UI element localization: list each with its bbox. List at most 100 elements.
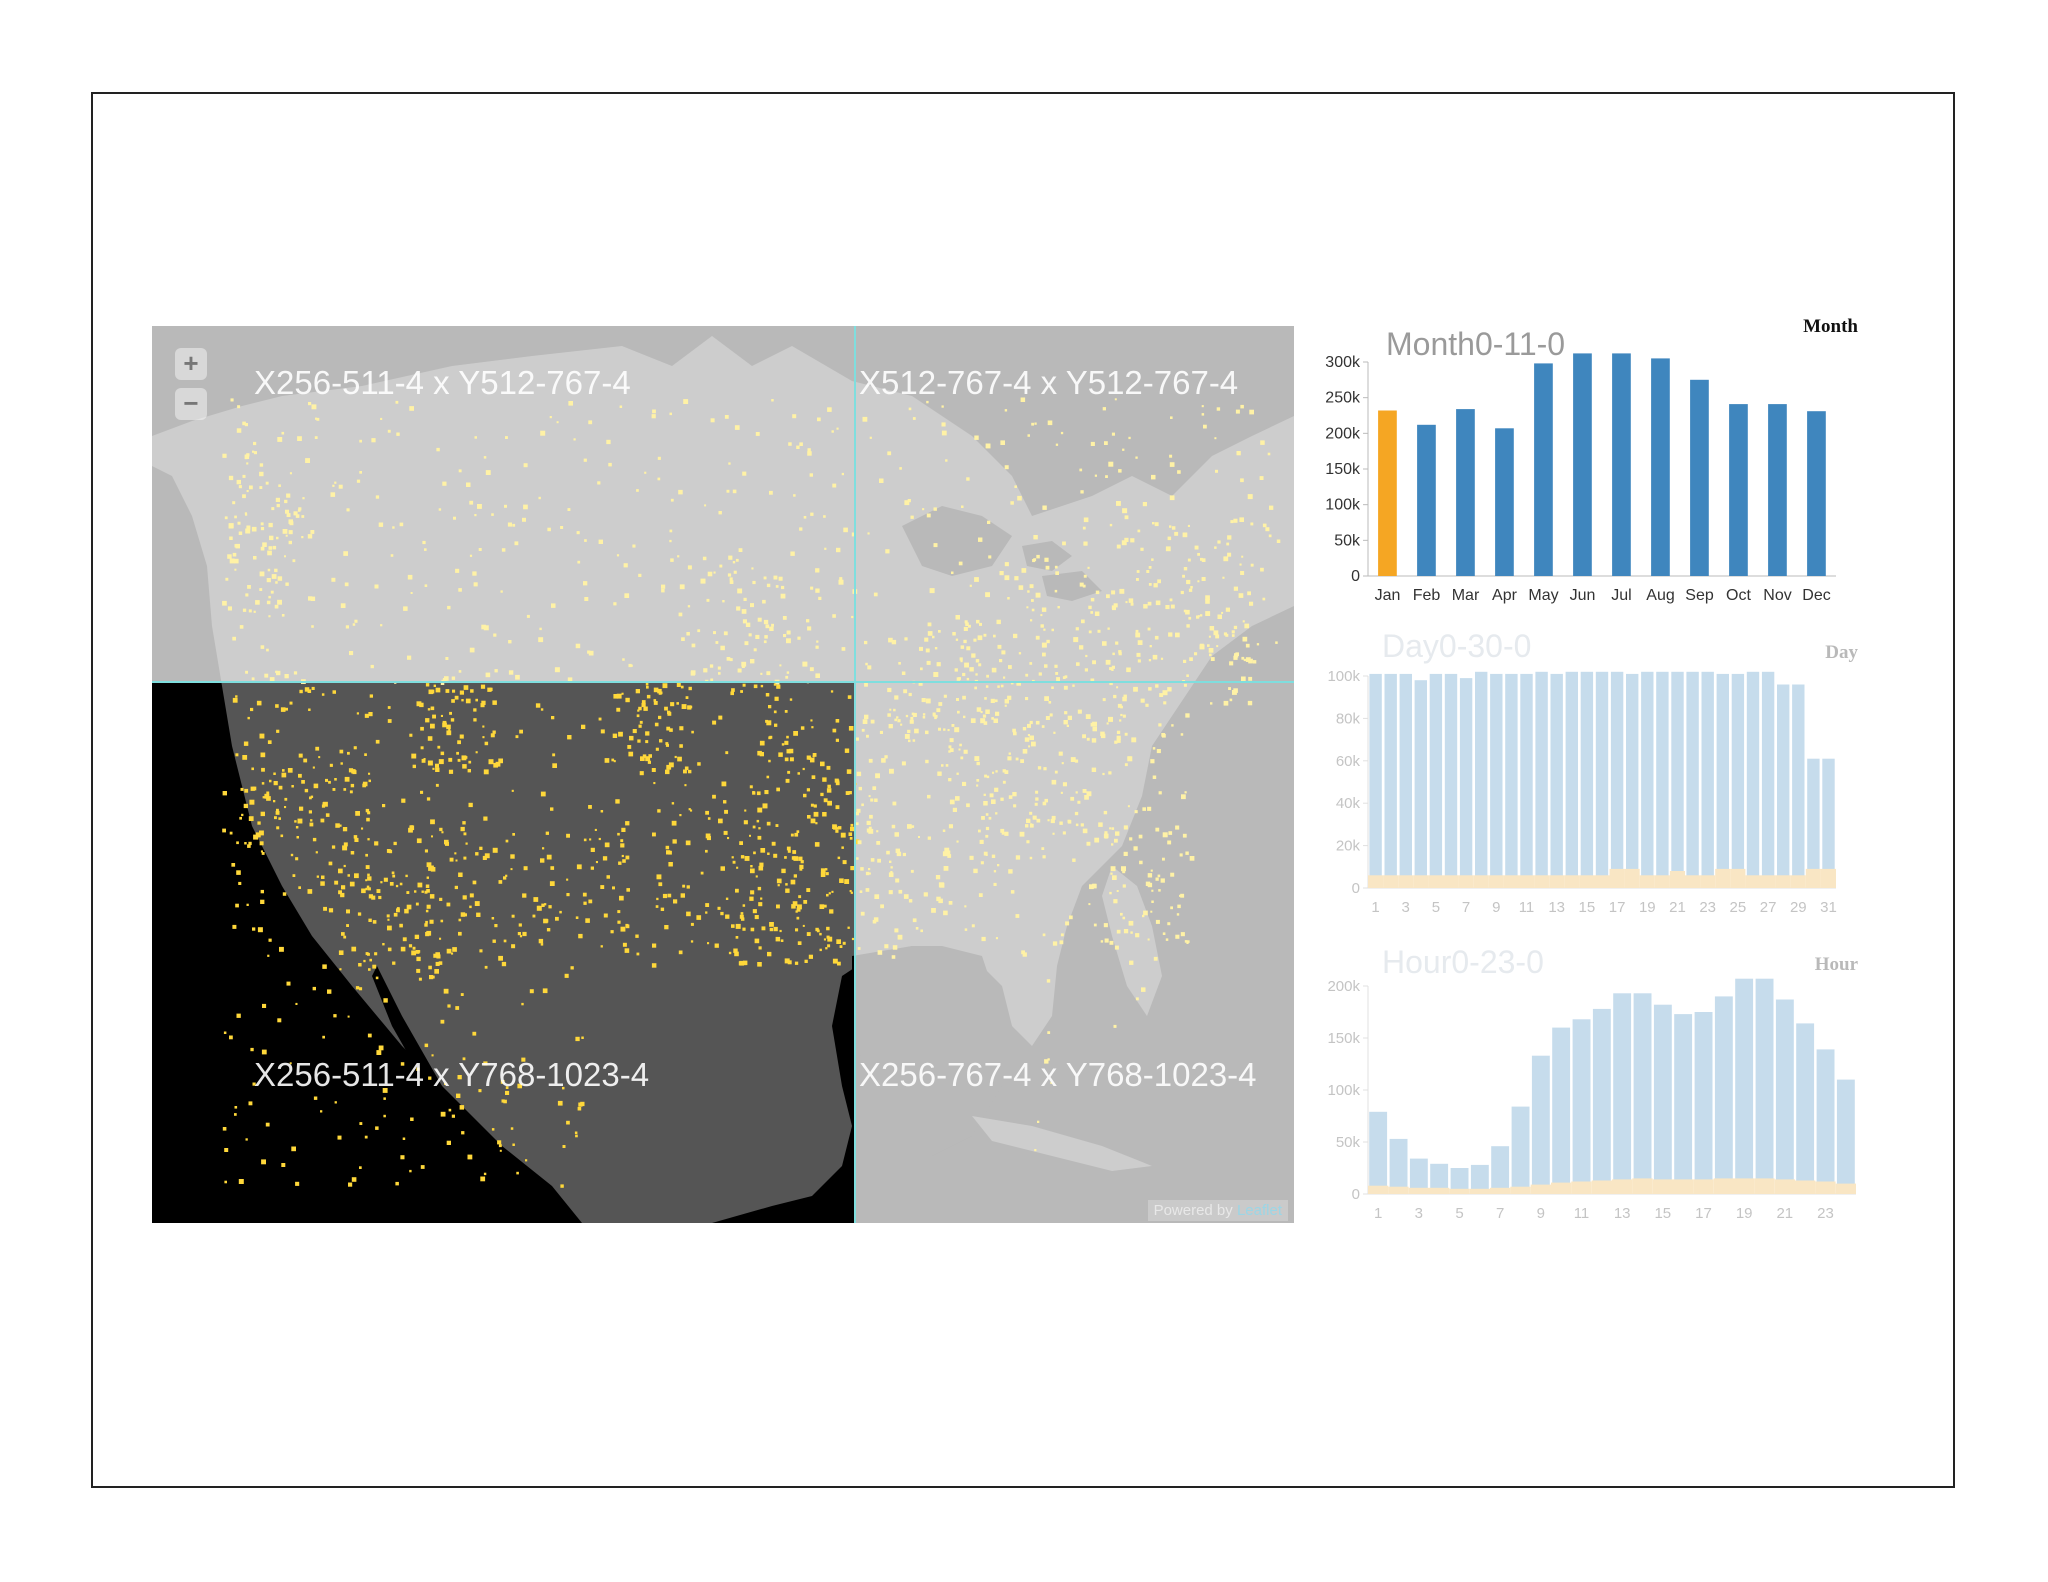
data-point bbox=[1169, 525, 1172, 528]
data-point bbox=[827, 936, 833, 942]
data-point bbox=[625, 821, 630, 826]
data-point bbox=[897, 719, 901, 723]
data-point bbox=[1014, 485, 1017, 488]
data-point bbox=[1072, 858, 1076, 862]
data-point bbox=[1004, 409, 1008, 412]
caribbean-islands bbox=[972, 1116, 1152, 1171]
data-point bbox=[803, 900, 808, 904]
data-point bbox=[433, 953, 438, 958]
bar-29 bbox=[1792, 684, 1805, 888]
data-point bbox=[999, 571, 1004, 576]
data-point bbox=[823, 798, 828, 803]
data-point bbox=[260, 546, 265, 551]
zoom-out-button[interactable]: − bbox=[175, 388, 207, 420]
data-point bbox=[440, 751, 445, 756]
data-point bbox=[349, 651, 354, 656]
map-view[interactable]: + − X256-511-4 x Y512-767-4 X512-767-4 x… bbox=[152, 326, 1294, 1223]
leaflet-link[interactable]: Leaflet bbox=[1236, 1202, 1282, 1219]
zoom-in-button[interactable]: + bbox=[175, 348, 207, 380]
data-point bbox=[281, 614, 285, 617]
data-point bbox=[1146, 570, 1150, 573]
data-point bbox=[224, 1148, 229, 1152]
data-point bbox=[435, 783, 439, 787]
data-point bbox=[918, 681, 923, 686]
overlay-bar-3 bbox=[1398, 875, 1414, 888]
data-point bbox=[248, 609, 252, 613]
data-point bbox=[652, 832, 656, 837]
month-chart[interactable]: 0 50k 100k 150k 200k 250k 300k Jan Feb Mar Apr May J… bbox=[1316, 316, 1858, 618]
data-point bbox=[383, 877, 388, 882]
data-point bbox=[1044, 696, 1049, 701]
data-point bbox=[1015, 914, 1020, 918]
data-point bbox=[865, 871, 870, 876]
data-point bbox=[424, 584, 428, 587]
data-point bbox=[966, 646, 971, 651]
data-point bbox=[242, 474, 246, 478]
data-point bbox=[344, 776, 350, 782]
data-point bbox=[543, 918, 548, 924]
data-point bbox=[904, 734, 910, 739]
data-point bbox=[315, 746, 320, 751]
data-point bbox=[851, 937, 855, 941]
bar-23 bbox=[1816, 1049, 1835, 1194]
data-point bbox=[963, 639, 967, 644]
data-point bbox=[712, 720, 717, 725]
data-point bbox=[292, 874, 296, 877]
data-point bbox=[611, 758, 615, 762]
data-point bbox=[784, 740, 789, 745]
data-point bbox=[879, 478, 884, 483]
data-point bbox=[466, 482, 471, 487]
data-point bbox=[234, 568, 237, 571]
data-point bbox=[378, 522, 384, 527]
data-point bbox=[768, 759, 771, 763]
data-point bbox=[448, 1108, 452, 1112]
data-point bbox=[544, 903, 547, 906]
hour-chart[interactable]: 0 50k 100k 150k 200k 1 3 5 7 9 11 13 15 17 19 21 23 Hour… bbox=[1316, 944, 1858, 1244]
data-point bbox=[1041, 847, 1045, 850]
data-point bbox=[462, 764, 467, 769]
data-point bbox=[799, 442, 803, 446]
data-point bbox=[455, 859, 458, 862]
data-point bbox=[420, 746, 424, 750]
data-point bbox=[302, 497, 305, 500]
data-point bbox=[625, 923, 629, 927]
data-point bbox=[375, 495, 380, 499]
data-point bbox=[733, 948, 738, 953]
data-point bbox=[1122, 508, 1128, 514]
map-canvas[interactable] bbox=[152, 326, 1294, 1223]
data-point bbox=[387, 719, 392, 723]
data-point bbox=[1004, 575, 1010, 581]
data-point bbox=[850, 866, 855, 871]
data-point bbox=[707, 571, 713, 577]
data-point bbox=[1275, 641, 1278, 644]
data-point bbox=[825, 872, 829, 876]
data-point bbox=[538, 496, 541, 500]
bar-24 bbox=[1836, 1079, 1855, 1194]
data-point bbox=[395, 1181, 399, 1186]
data-point bbox=[1007, 695, 1012, 700]
data-point bbox=[857, 947, 861, 950]
data-point bbox=[552, 753, 556, 757]
data-point bbox=[250, 1047, 254, 1052]
data-point bbox=[636, 952, 640, 956]
data-point bbox=[868, 826, 872, 830]
data-point bbox=[1121, 866, 1126, 872]
data-point bbox=[1186, 624, 1190, 628]
data-point bbox=[981, 936, 986, 942]
day-chart[interactable]: 0 20k 40k 60k 80k 100k 1 3 5 7 9 11 13 15 17 19 21 23 25 27… bbox=[1316, 628, 1858, 928]
data-point bbox=[348, 768, 354, 773]
data-point bbox=[1236, 451, 1241, 456]
data-point bbox=[462, 895, 467, 900]
data-point bbox=[622, 942, 627, 947]
data-point bbox=[540, 791, 546, 797]
data-point bbox=[1155, 827, 1160, 832]
overlay-bar-19 bbox=[1734, 1178, 1755, 1194]
data-point bbox=[792, 850, 797, 854]
data-point bbox=[376, 1050, 382, 1055]
bar-14 bbox=[1565, 671, 1578, 888]
data-point bbox=[238, 485, 242, 489]
data-point bbox=[1162, 832, 1168, 838]
